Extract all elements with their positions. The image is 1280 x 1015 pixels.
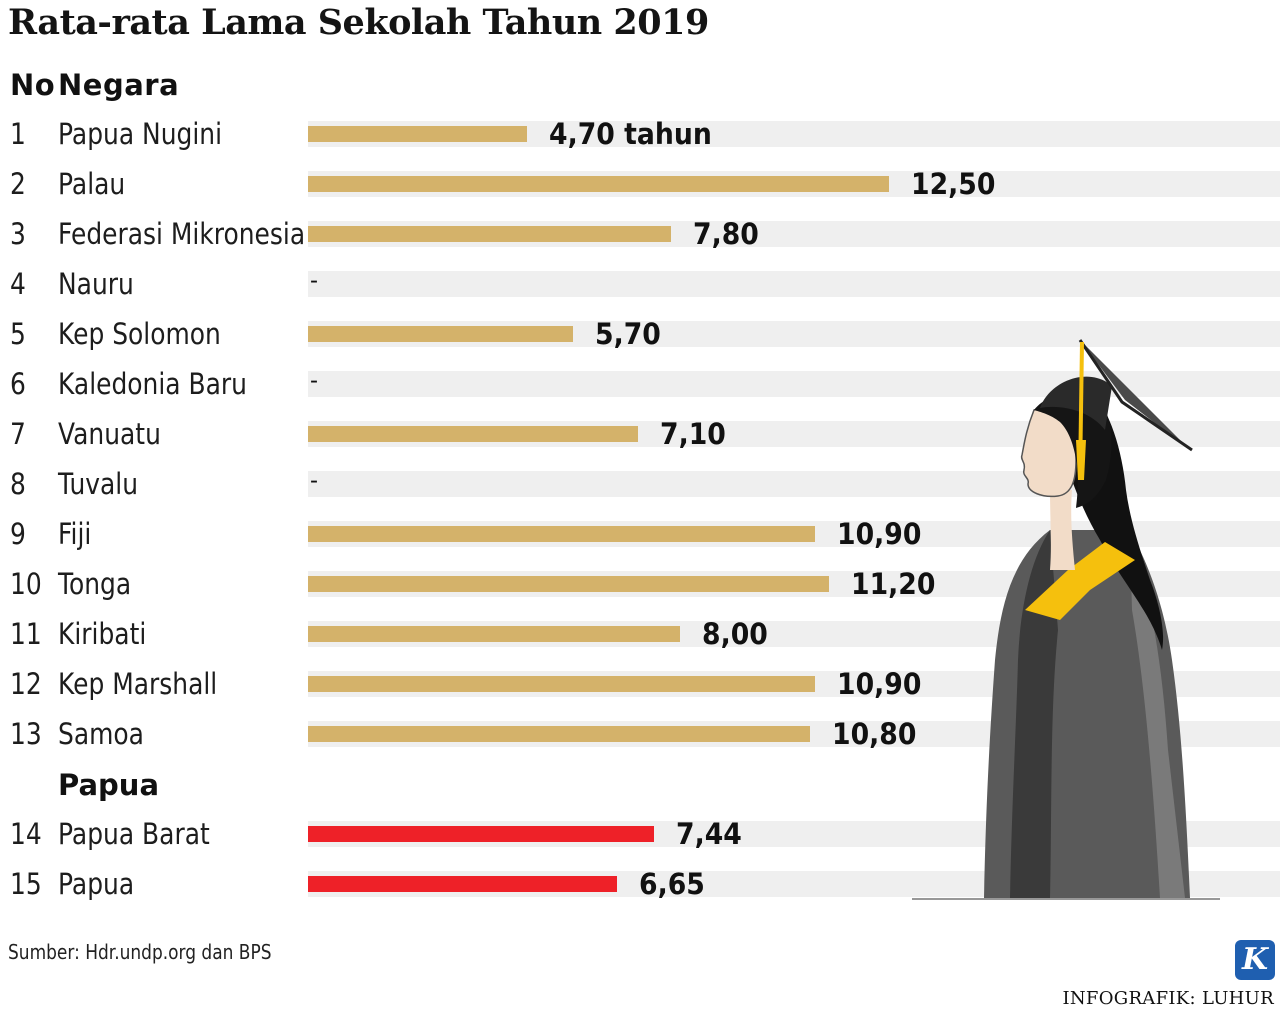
bar	[308, 526, 815, 542]
no-data-label: -	[310, 467, 318, 494]
country-label: Samoa	[58, 717, 144, 751]
group-label-papua: Papua	[58, 768, 160, 802]
value-label: 11,20	[851, 567, 936, 601]
value-label: 10,90	[837, 667, 922, 701]
row-number: 11	[10, 617, 42, 651]
row-number: 2	[10, 167, 26, 201]
bar	[308, 676, 815, 692]
country-label: Kep Solomon	[58, 317, 221, 351]
bar	[308, 326, 573, 342]
bar	[308, 626, 680, 642]
row-number: 5	[10, 317, 26, 351]
country-label: Nauru	[58, 267, 134, 301]
row-number: 1	[10, 117, 26, 151]
value-label: 12,50	[911, 167, 996, 201]
publisher-logo: K	[1235, 940, 1275, 980]
value-label: 10,90	[837, 517, 922, 551]
bar	[308, 576, 829, 592]
country-label: Vanuatu	[58, 417, 161, 451]
row-number: 15	[10, 867, 42, 901]
country-label: Kaledonia Baru	[58, 367, 247, 401]
row-number: 3	[10, 217, 26, 251]
chart-title: Rata-rata Lama Sekolah Tahun 2019	[8, 2, 709, 43]
country-label: Papua	[58, 867, 135, 901]
graduate-illustration	[900, 330, 1220, 905]
country-label: Tuvalu	[58, 467, 139, 501]
column-header-country: Negara	[58, 68, 180, 102]
value-label: 4,70 tahun	[549, 117, 712, 151]
value-label: 7,10	[660, 417, 726, 451]
column-header-no: No	[10, 68, 56, 102]
value-label: 7,44	[676, 817, 742, 851]
value-label: 7,80	[693, 217, 759, 251]
country-label: Kep Marshall	[58, 667, 218, 701]
bar	[308, 226, 671, 242]
row-number: 13	[10, 717, 42, 751]
country-label: Papua Nugini	[58, 117, 223, 151]
row-number: 8	[10, 467, 26, 501]
country-label: Kiribati	[58, 617, 147, 651]
bar	[308, 426, 638, 442]
row-number: 14	[10, 817, 42, 851]
no-data-label: -	[310, 267, 318, 294]
row-number: 10	[10, 567, 42, 601]
row-number: 9	[10, 517, 26, 551]
infographic-credit: INFOGRAFIK: LUHUR	[1062, 988, 1274, 1009]
bar	[308, 826, 654, 842]
country-label: Tonga	[58, 567, 132, 601]
country-label: Fiji	[58, 517, 92, 551]
bar	[308, 126, 527, 142]
row-number: 12	[10, 667, 42, 701]
bar	[308, 176, 889, 192]
row-number: 7	[10, 417, 26, 451]
country-label: Palau	[58, 167, 126, 201]
row-number: 6	[10, 367, 26, 401]
row-number: 4	[10, 267, 26, 301]
value-label: 10,80	[832, 717, 917, 751]
source-note: Sumber: Hdr.undp.org dan BPS	[8, 940, 272, 964]
bar	[308, 726, 810, 742]
country-label: Federasi Mikronesia	[58, 217, 306, 251]
no-data-label: -	[310, 367, 318, 394]
bar	[308, 876, 617, 892]
value-label: 6,65	[639, 867, 705, 901]
value-label: 8,00	[702, 617, 768, 651]
row-band	[308, 271, 1280, 297]
value-label: 5,70	[595, 317, 661, 351]
country-label: Papua Barat	[58, 817, 210, 851]
